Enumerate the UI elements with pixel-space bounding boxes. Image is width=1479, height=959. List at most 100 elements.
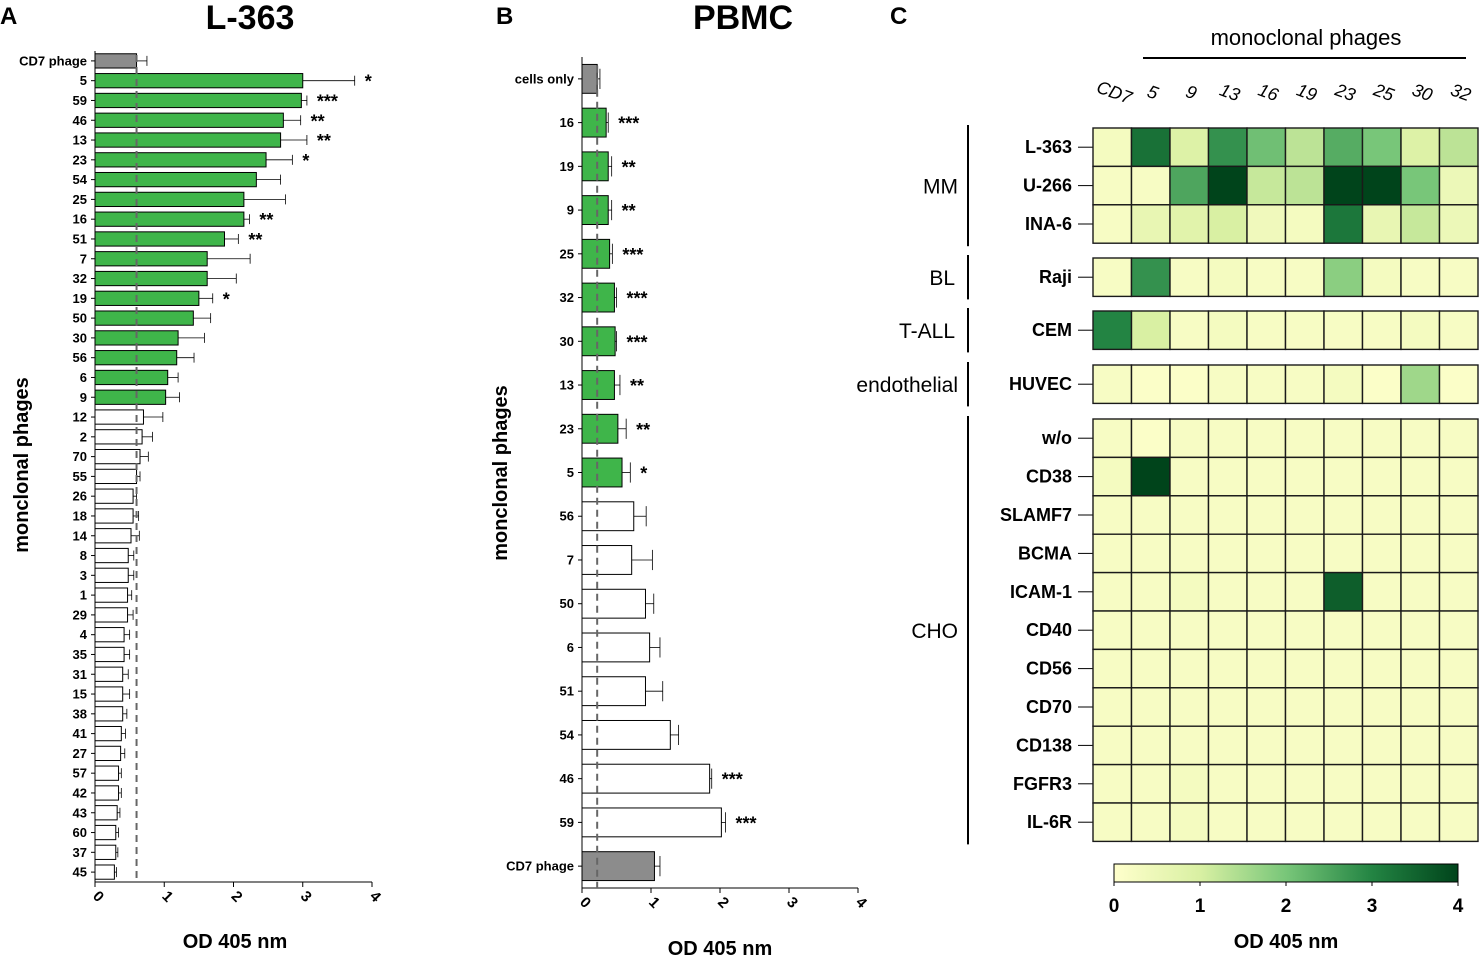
panel-a-bar <box>94 666 124 682</box>
heatmap-cell <box>1438 418 1479 459</box>
heatmap-cell <box>1400 571 1441 612</box>
panel-a-bar <box>94 528 132 544</box>
heatmap-cell <box>1361 165 1402 206</box>
panel-a-bar <box>94 567 129 583</box>
heatmap-cell <box>1323 456 1364 497</box>
heatmap-cell <box>1092 648 1133 689</box>
heatmap-cell <box>1246 165 1287 206</box>
panel-a-bar <box>94 448 141 465</box>
heatmap-cell <box>1323 204 1364 244</box>
panel-a-bar <box>94 251 208 267</box>
heatmap-cell <box>1361 495 1402 535</box>
heatmap-cell <box>1207 418 1248 459</box>
panel-a-x-tick-label: 1 <box>158 888 176 906</box>
heatmap-cell <box>1246 763 1287 804</box>
heatmap-row-label: CD38 <box>1026 467 1072 487</box>
panel-b-category-label: 25 <box>560 246 574 261</box>
heatmap-cell <box>1169 257 1210 298</box>
heatmap-cell <box>1130 127 1171 168</box>
heatmap-group-label: T-ALL <box>899 320 955 343</box>
panel-a-title: L-363 <box>206 0 295 37</box>
heatmap-row-label: CEM <box>1032 320 1072 340</box>
heatmap-cell <box>1361 364 1402 405</box>
panel-letter-a: A <box>0 3 17 30</box>
heatmap-cell <box>1284 495 1325 535</box>
panel-a-x-tick-label: 2 <box>228 888 246 906</box>
panel-b-bar <box>581 282 615 313</box>
heatmap-cell <box>1323 495 1364 535</box>
heatmap-cell <box>1207 127 1248 168</box>
heatmap-cell <box>1438 648 1479 689</box>
panel-a-bar <box>94 270 208 287</box>
heatmap-cell <box>1323 310 1364 351</box>
heatmap-cell <box>1092 802 1133 843</box>
panel-a-category-label: 19 <box>73 291 87 306</box>
panel-a-category-label: 12 <box>73 410 87 425</box>
heatmap-column-label: 16 <box>1255 80 1282 106</box>
heatmap-row-label: FGFR3 <box>1013 774 1072 794</box>
panel-a-significance-marker: * <box>302 151 309 171</box>
panel-a-bar <box>94 112 284 128</box>
panel-a-y-axis-title: monclonal phages <box>11 377 33 553</box>
heatmap-group-label: MM <box>923 176 958 199</box>
heatmap-cell <box>1400 257 1441 298</box>
panel-a-category-label: 18 <box>73 508 87 523</box>
heatmap-cell <box>1207 763 1248 804</box>
panel-a-category-label: 9 <box>80 390 87 405</box>
heatmap-cell <box>1169 648 1210 689</box>
heatmap-cell <box>1284 127 1325 168</box>
heatmap-cell <box>1400 533 1441 574</box>
heatmap-cell <box>1400 456 1441 497</box>
heatmap-cell <box>1169 802 1210 843</box>
panel-a-category-label: 2 <box>80 429 87 444</box>
panel-b-significance-marker: *** <box>618 114 639 134</box>
heatmap-cell <box>1246 571 1287 612</box>
panel-b-x-tick-label: 2 <box>714 894 732 912</box>
panel-a-bar <box>94 844 117 860</box>
heatmap-cell <box>1092 310 1133 351</box>
panel-a-category-label: 29 <box>73 607 87 622</box>
heatmap-cell <box>1400 763 1441 804</box>
panel-b-category-label: cells only <box>515 71 575 86</box>
heatmap-cell <box>1361 610 1402 651</box>
heatmap-cell <box>1207 495 1248 535</box>
panel-b-category-label: 6 <box>567 640 574 655</box>
heatmap-cell <box>1207 725 1248 766</box>
panel-letter-c: C <box>890 3 907 30</box>
panel-a-significance-marker: * <box>223 289 230 309</box>
heatmap-column-label: 23 <box>1332 79 1359 105</box>
heatmap-cell <box>1169 310 1210 351</box>
heatmap-cell <box>1130 533 1171 574</box>
heatmap-column-label: 30 <box>1409 80 1435 106</box>
panel-a-category-label: 54 <box>73 172 88 187</box>
colorbar-tick-label: 1 <box>1195 896 1206 917</box>
panel-b-bar <box>581 370 615 400</box>
panel-a-bar <box>94 171 257 188</box>
heatmap-cell <box>1361 687 1402 727</box>
heatmap-cell <box>1400 648 1441 689</box>
panel-b-bar <box>581 107 607 138</box>
heatmap-cell <box>1130 364 1171 405</box>
panel-b-x-tick-label: 3 <box>783 894 801 912</box>
heatmap-cell <box>1207 687 1248 727</box>
panel-a-bar <box>94 92 302 109</box>
panel-a-category-label: 25 <box>73 192 87 207</box>
heatmap-cell <box>1207 257 1248 298</box>
heatmap-cell <box>1284 418 1325 459</box>
panel-a-category-label: 26 <box>73 489 87 504</box>
heatmap-row-label: L-363 <box>1025 137 1072 157</box>
panel-a-x-tick-label: 0 <box>89 888 107 906</box>
heatmap-cell <box>1400 495 1441 535</box>
heatmap-cell <box>1323 364 1364 405</box>
heatmap-cell <box>1246 456 1287 497</box>
panel-b-bar <box>581 413 619 444</box>
panel-a-category-label: 57 <box>73 766 87 781</box>
heatmap-cell <box>1400 364 1441 405</box>
panel-b-category-label: 50 <box>560 596 574 611</box>
heatmap-cell <box>1400 610 1441 651</box>
colorbar-title: OD 405 nm <box>1234 931 1338 953</box>
heatmap-cell <box>1092 763 1133 804</box>
heatmap-cell <box>1207 456 1248 497</box>
panel-a-category-label: 27 <box>73 746 87 761</box>
